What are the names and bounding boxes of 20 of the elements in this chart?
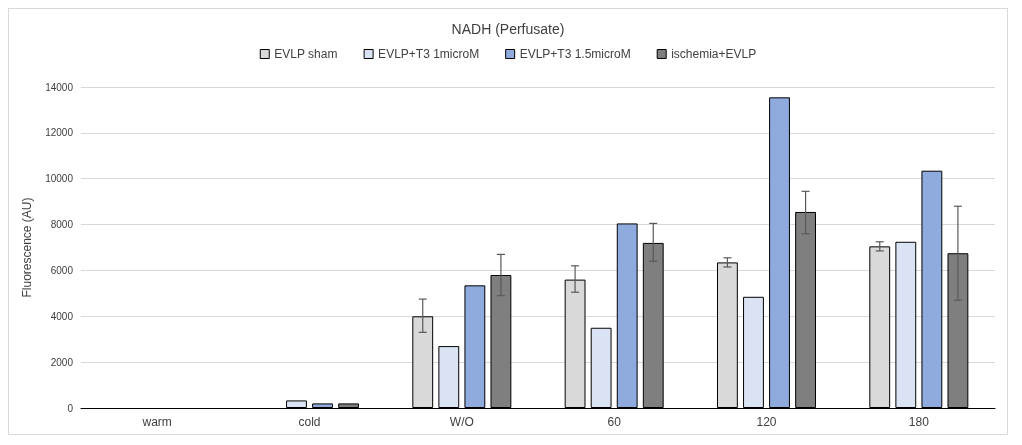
legend-label: EVLP+T3 1microM [378,47,480,61]
legend-label: EVLP sham [274,47,338,61]
y-axis-title: Fluorescence (AU) [20,197,34,298]
x-tick-label: 180 [908,415,930,429]
x-tick-label: W/O [449,415,474,429]
y-tick-label: 6000 [50,264,74,276]
y-tick-label: 8000 [50,219,74,231]
x-tick-label: warm [141,415,172,429]
y-tick-label: 10000 [45,173,74,185]
x-tick-label: cold [298,415,321,429]
legend-label: EVLP+T3 1.5microM [519,47,631,61]
y-tick-label: 12000 [45,127,74,139]
y-tick-label: 0 [67,402,74,414]
chart-title: NADH (Perfusate) [451,21,565,37]
y-tick-label: 14000 [45,81,74,93]
y-tick-label: 4000 [50,310,74,322]
x-tick-label: 60 [607,415,622,429]
x-tick-label: 120 [756,415,777,429]
y-tick-label: 2000 [50,356,74,368]
legend-label: ischemia+EVLP [671,47,757,61]
